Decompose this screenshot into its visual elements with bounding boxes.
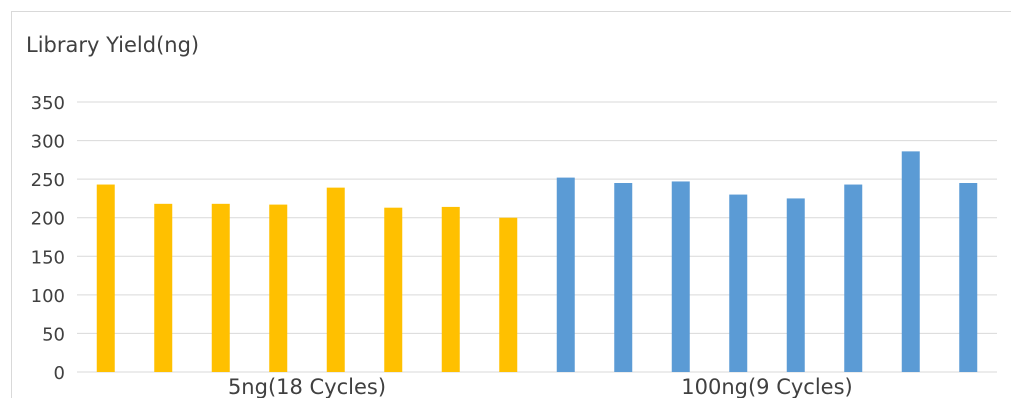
bar [499, 217, 518, 372]
y-tick-label: 50 [42, 324, 65, 345]
group-labels: 5ng(18 Cycles) 100ng(9 Cycles) [228, 375, 853, 398]
bar [384, 207, 403, 372]
group-label: 100ng(9 Cycles) [681, 375, 852, 398]
bar [614, 183, 633, 372]
bar [211, 203, 230, 372]
y-tick-label: 350 [31, 93, 65, 114]
y-axis-ticks: 0 50 100 150 200 250 300 350 [31, 93, 65, 384]
gridlines [77, 101, 997, 373]
y-tick-label: 100 [31, 286, 65, 307]
bar [441, 206, 460, 372]
bar [786, 198, 805, 372]
y-tick-label: 250 [31, 170, 65, 191]
bar [729, 194, 748, 372]
bar [96, 184, 115, 372]
bar [844, 184, 863, 372]
bar [901, 151, 920, 372]
chart-frame [11, 11, 1011, 398]
y-tick-label: 150 [31, 247, 65, 268]
group-label: 5ng(18 Cycles) [228, 375, 386, 398]
bar [556, 177, 575, 372]
y-tick-label: 300 [31, 132, 65, 153]
bar [959, 183, 978, 372]
y-tick-label: 200 [31, 209, 65, 230]
bar [671, 181, 690, 372]
bar [269, 204, 288, 372]
y-tick-label: 0 [54, 363, 65, 384]
bars [96, 151, 978, 372]
bar [154, 203, 173, 372]
bar [326, 187, 345, 372]
chart-title: Library Yield(ng) [26, 33, 200, 57]
